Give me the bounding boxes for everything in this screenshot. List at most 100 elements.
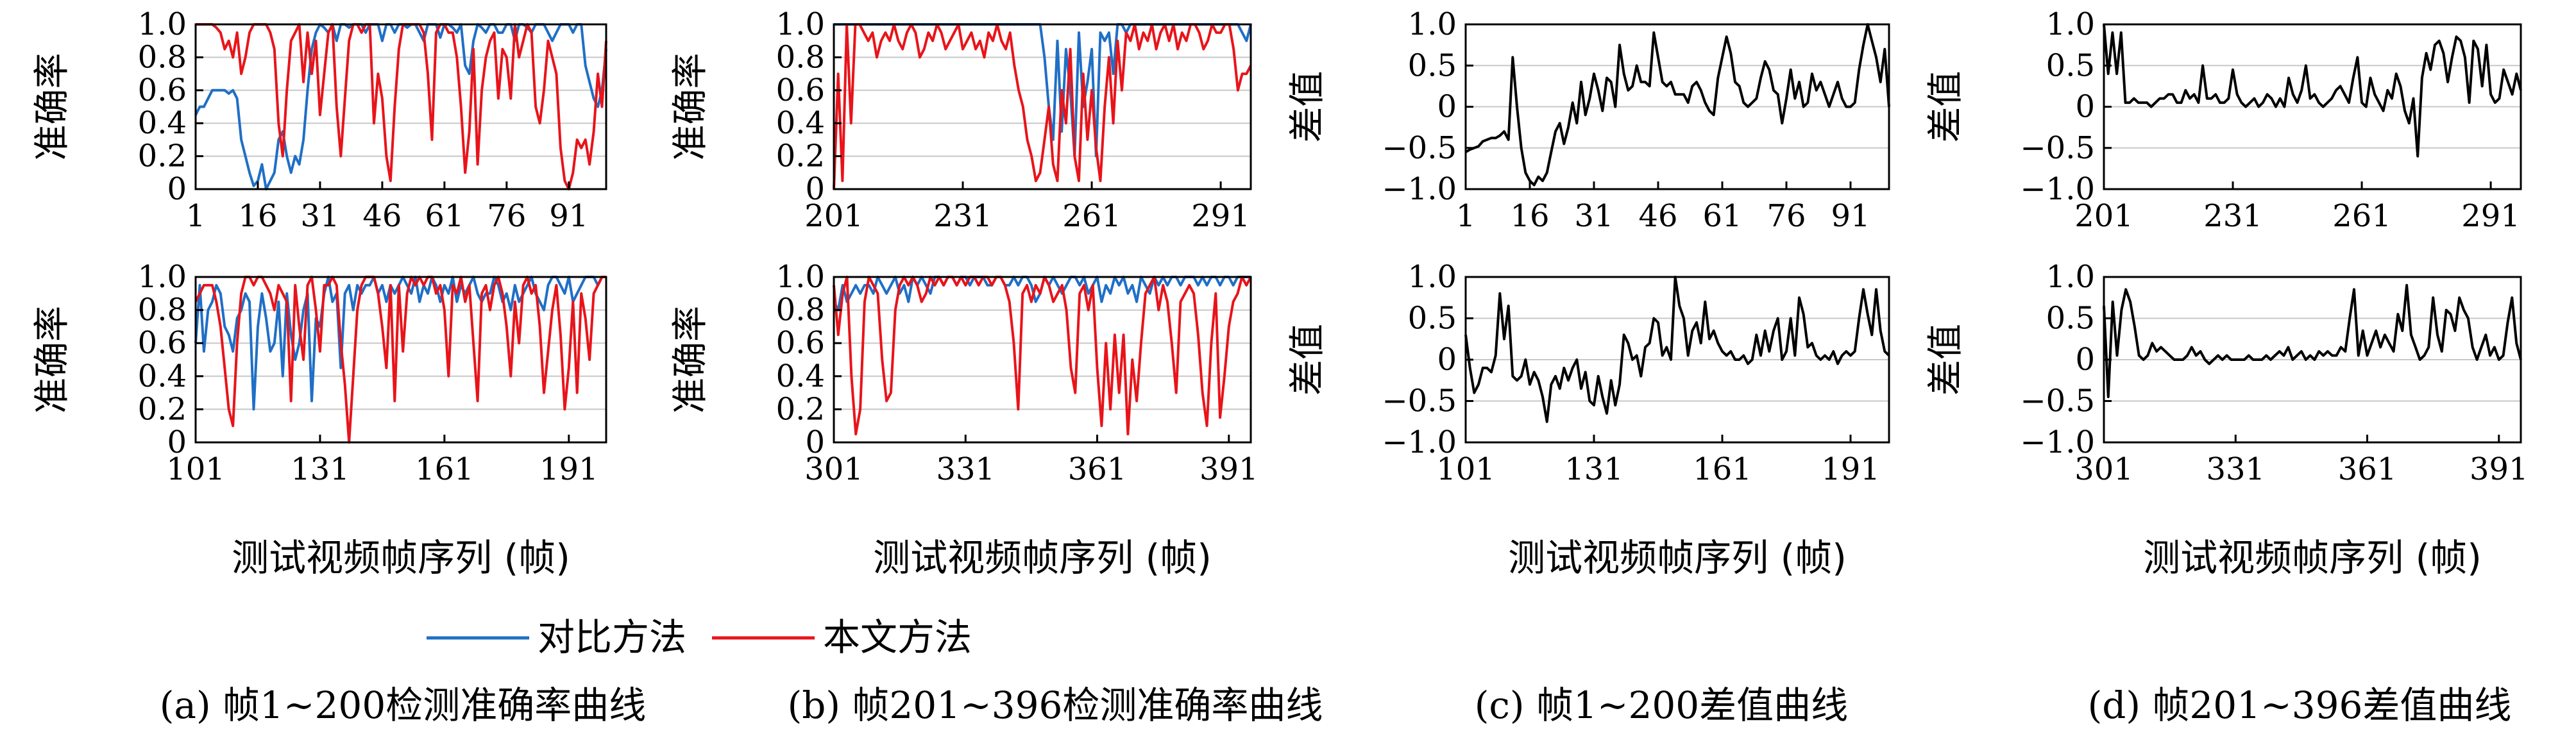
y-tick-label-d-bottom-0: −1.0 xyxy=(2020,424,2095,460)
y-tick-label-a-bottom-3: 0.6 xyxy=(138,325,187,361)
series-line-b-bottom-1 xyxy=(833,276,1252,436)
y-tick-label-b-bottom-1: 0.2 xyxy=(776,391,825,427)
y-tick-label-b-bottom-2: 0.4 xyxy=(776,358,825,394)
y-axis-label-d-bottom: 差值 xyxy=(1925,324,1967,396)
y-tick-label-c-top-4: 1.0 xyxy=(1408,6,1457,42)
y-tick-label-d-bottom-4: 1.0 xyxy=(2046,259,2095,295)
plot-frame-b-top xyxy=(833,23,1252,190)
y-tick-label-a-bottom-0: 0 xyxy=(167,424,187,460)
panel-b-top: 00.20.40.60.81.0 201 231 261 291 准确率 xyxy=(670,6,1252,234)
y-tick-label-c-top-3: 0.5 xyxy=(1408,47,1457,83)
y-axis-label-b-top: 准确率 xyxy=(670,53,711,161)
x-axis-label-a-bottom: 测试视频帧序列 (帧) xyxy=(232,536,570,580)
x-tick-label-a-top-5: 76 xyxy=(487,198,526,234)
y-tick-label-d-top-1: −0.5 xyxy=(2020,130,2095,166)
x-axis-label-b-bottom: 测试视频帧序列 (帧) xyxy=(873,536,1212,580)
x-tick-label-b-bottom-3: 391 xyxy=(1199,451,1258,487)
x-tick-label-c-top-0: 1 xyxy=(1456,198,1476,234)
series-line-c-bottom-0 xyxy=(1464,276,1890,423)
x-tick-label-c-bottom-3: 191 xyxy=(1821,451,1880,487)
x-tick-label-b-top-1: 231 xyxy=(933,198,992,234)
x-tick-label-d-bottom-0: 301 xyxy=(2074,451,2133,487)
y-tick-label-b-bottom-0: 0 xyxy=(805,424,825,460)
x-tick-label-d-top-2: 261 xyxy=(2332,198,2391,234)
x-tick-label-a-top-3: 46 xyxy=(362,198,402,234)
y-tick-label-c-top-2: 0 xyxy=(1437,89,1457,125)
y-axis-label-c-bottom: 差值 xyxy=(1287,324,1328,396)
x-axis-label-c-bottom: 测试视频帧序列 (帧) xyxy=(1508,536,1847,580)
y-tick-label-a-bottom-2: 0.4 xyxy=(138,358,187,394)
captions: (a) 帧1~200检测准确率曲线 (b) 帧201~396检测准确率曲线 (c… xyxy=(160,683,2512,727)
x-tick-label-c-top-1: 16 xyxy=(1510,198,1549,234)
y-tick-label-a-top-5: 1.0 xyxy=(138,6,187,42)
panel-a-top: 00.20.40.60.81.0 1 16 31 46 61 76 91 准确率 xyxy=(31,6,607,234)
y-tick-label-c-bottom-4: 1.0 xyxy=(1408,259,1457,295)
y-tick-label-a-top-2: 0.4 xyxy=(138,105,187,141)
y-tick-label-b-top-5: 1.0 xyxy=(776,6,825,42)
y-tick-label-d-top-3: 0.5 xyxy=(2046,47,2095,83)
caption-a: (a) 帧1~200检测准确率曲线 xyxy=(160,683,646,727)
series-line-d-top-0 xyxy=(2103,24,2522,158)
x-axis-label-d-bottom: 测试视频帧序列 (帧) xyxy=(2143,536,2482,580)
plot-frame-b-bottom xyxy=(833,276,1252,444)
plots-group: 00.20.40.60.81.01 16 31 46 61 76 91准确率00.20.40… xyxy=(31,6,2529,580)
y-tick-label-a-bottom-4: 0.8 xyxy=(138,292,187,328)
y-tick-label-c-top-1: −0.5 xyxy=(1382,130,1457,166)
caption-d: (d) 帧201~396差值曲线 xyxy=(2088,683,2512,727)
y-tick-label-a-top-3: 0.6 xyxy=(138,72,187,108)
x-tick-label-c-top-2: 31 xyxy=(1574,198,1613,234)
x-tick-label-a-top-2: 31 xyxy=(300,198,339,234)
y-tick-label-b-bottom-3: 0.6 xyxy=(776,325,825,361)
x-tick-label-a-bottom-1: 131 xyxy=(291,451,350,487)
x-tick-label-c-top-3: 46 xyxy=(1638,198,1677,234)
y-tick-label-a-bottom-1: 0.2 xyxy=(138,391,187,427)
y-tick-label-d-top-4: 1.0 xyxy=(2046,6,2095,42)
x-tick-label-a-top-1: 16 xyxy=(238,198,277,234)
y-tick-label-b-top-1: 0.2 xyxy=(776,138,825,174)
series-line-d-bottom-0 xyxy=(2103,283,2522,398)
x-tick-label-b-top-2: 261 xyxy=(1062,198,1121,234)
series-line-c-top-0 xyxy=(1464,23,1890,187)
x-tick-label-a-top-4: 61 xyxy=(425,198,464,234)
y-tick-label-a-top-0: 0 xyxy=(167,171,187,207)
y-tick-label-d-bottom-1: −0.5 xyxy=(2020,383,2095,419)
x-tick-label-d-bottom-3: 391 xyxy=(2470,451,2529,487)
y-tick-label-b-bottom-4: 0.8 xyxy=(776,292,825,328)
plot-frame-a-top xyxy=(194,23,607,190)
x-tick-label-c-bottom-0: 101 xyxy=(1436,451,1495,487)
y-tick-label-d-top-2: 0 xyxy=(2075,89,2095,125)
y-tick-label-d-bottom-3: 0.5 xyxy=(2046,301,2095,337)
y-tick-label-b-top-2: 0.4 xyxy=(776,105,825,141)
panel-d-top: −1.0 −0.5 0 0.5 1.0 201 231 261 291 差值 xyxy=(1925,6,2522,234)
x-tick-label-c-top-6: 91 xyxy=(1831,198,1870,234)
x-tick-label-a-top-0: 1 xyxy=(186,198,206,234)
y-axis-label-d-top: 差值 xyxy=(1925,71,1967,143)
y-tick-label-b-top-0: 0 xyxy=(805,171,825,207)
x-tick-label-b-bottom-0: 301 xyxy=(804,451,863,487)
x-tick-label-a-bottom-3: 191 xyxy=(539,451,598,487)
caption-c: (c) 帧1~200差值曲线 xyxy=(1475,683,1848,727)
x-tick-label-c-bottom-1: 131 xyxy=(1564,451,1623,487)
legend-ours-label: 本文方法 xyxy=(823,615,972,659)
y-tick-label-d-bottom-2: 0 xyxy=(2075,342,2095,378)
series-line-b-top-1 xyxy=(833,23,1252,190)
x-tick-label-d-top-3: 291 xyxy=(2461,198,2520,234)
series-line-a-bottom-1 xyxy=(194,276,606,444)
x-tick-label-c-top-4: 61 xyxy=(1702,198,1741,234)
legend: 对比方法 本文方法 xyxy=(427,615,972,659)
y-tick-label-c-bottom-0: −1.0 xyxy=(1382,424,1457,460)
x-tick-label-c-bottom-2: 161 xyxy=(1693,451,1752,487)
panel-c-top: −1.0 −0.5 0 0.5 1.0 1 16 31 46 61 76 91 差值 xyxy=(1287,6,1890,234)
plot-frame-a-bottom xyxy=(194,276,607,444)
x-tick-label-b-bottom-1: 331 xyxy=(936,451,995,487)
x-tick-label-a-bottom-0: 101 xyxy=(166,451,225,487)
y-tick-label-a-top-1: 0.2 xyxy=(138,138,187,174)
x-tick-label-a-bottom-2: 161 xyxy=(415,451,474,487)
series-line-a-top-0 xyxy=(194,23,607,190)
x-tick-label-a-top-6: 91 xyxy=(549,198,588,234)
y-tick-label-c-bottom-1: −0.5 xyxy=(1382,383,1457,419)
